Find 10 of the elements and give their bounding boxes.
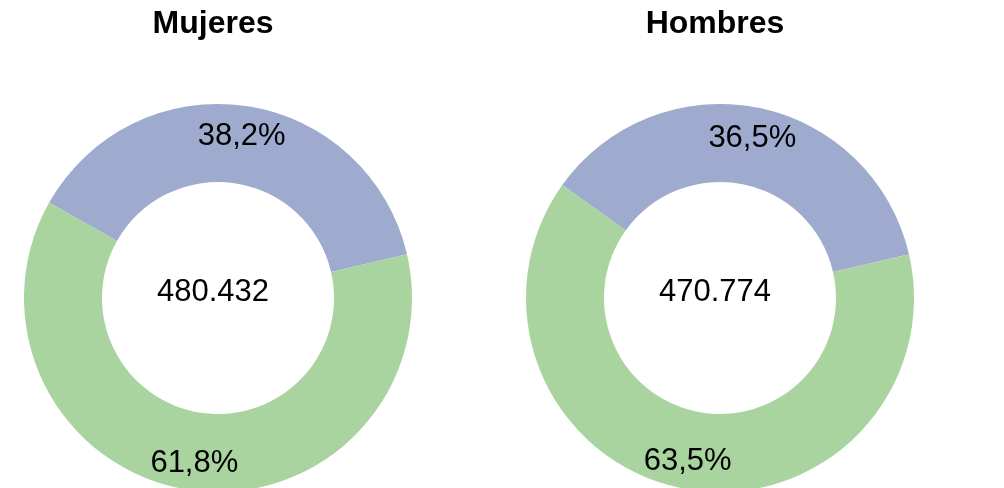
data-label: 61,8% xyxy=(150,443,239,479)
data-label: 38,2% xyxy=(197,117,286,153)
chart-title: Mujeres xyxy=(151,4,275,41)
donut-slice xyxy=(562,104,910,272)
chart-title: Hombres xyxy=(644,4,786,41)
donut-slice xyxy=(49,104,408,272)
data-label: 63,5% xyxy=(643,442,732,478)
data-label: 36,5% xyxy=(708,118,797,154)
text: 470.774 xyxy=(657,273,773,309)
text: 480.432 xyxy=(155,273,271,309)
